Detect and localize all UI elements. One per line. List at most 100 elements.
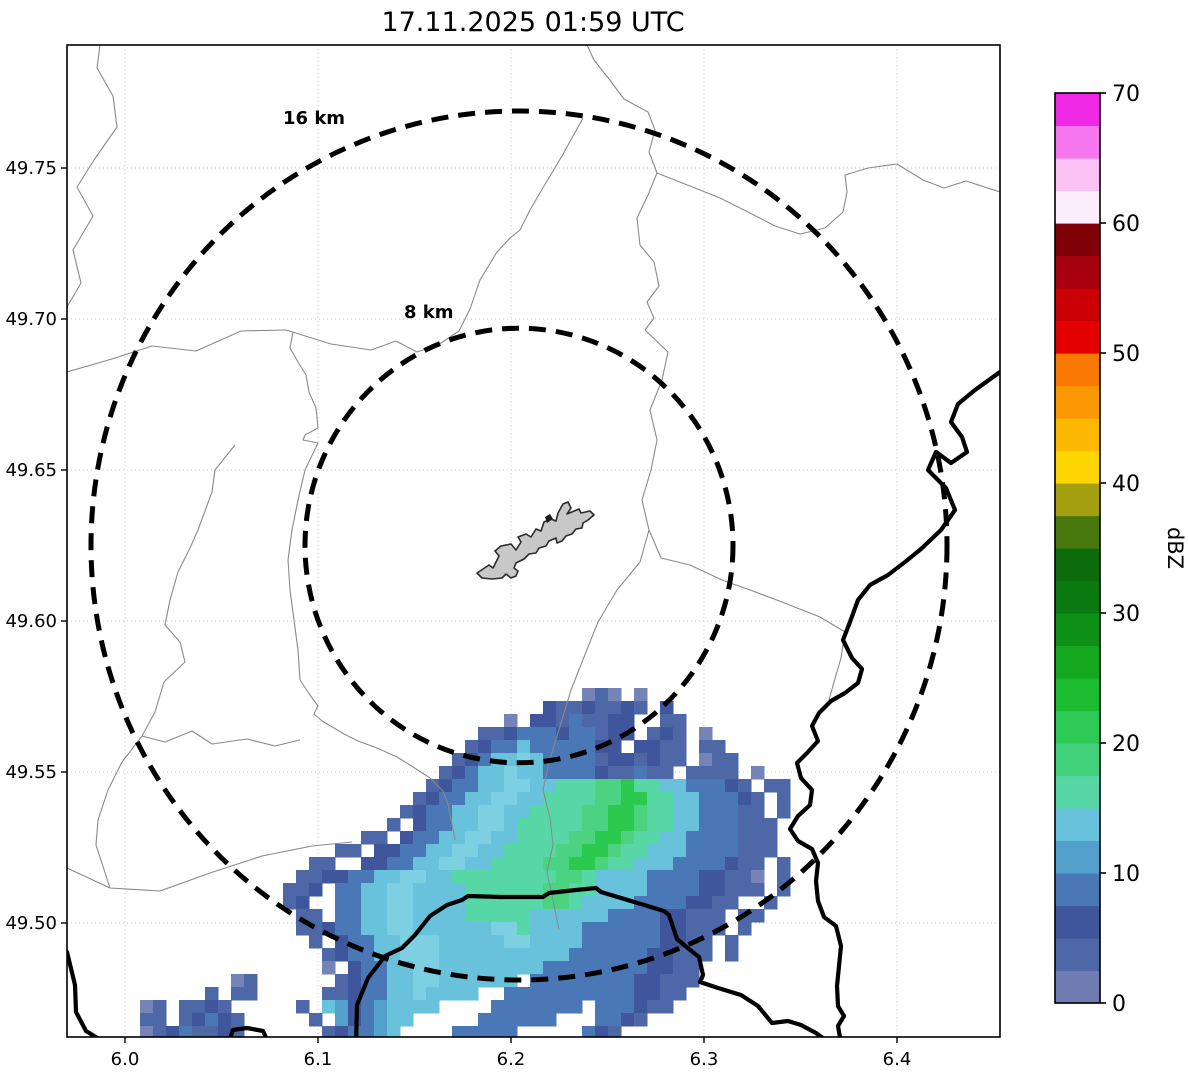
radar-cell (309, 909, 323, 923)
radar-cell (517, 779, 531, 793)
radar-cell (465, 961, 479, 975)
radar-cell (517, 844, 531, 858)
radar-cell (504, 935, 518, 949)
radar-cell (647, 727, 661, 741)
radar-cell (335, 974, 349, 988)
radar-cell (478, 779, 492, 793)
radar-cell (634, 779, 648, 793)
radar-cell (335, 1026, 349, 1037)
radar-cell (465, 779, 479, 793)
colorbar-segment (1055, 125, 1100, 159)
radar-cell (556, 766, 570, 780)
radar-cell (582, 948, 596, 962)
radar-cell (738, 779, 752, 793)
radar-cell (647, 740, 661, 754)
radar-cell (400, 857, 414, 871)
radar-cell (673, 714, 687, 728)
colorbar-tick-label: 30 (1112, 602, 1140, 627)
radar-cell (413, 896, 427, 910)
radar-cell (504, 961, 518, 975)
radar-cell (413, 805, 427, 819)
radar-cell (725, 896, 739, 910)
radar-cell (647, 1000, 661, 1014)
radar-cell (556, 792, 570, 806)
radar-cell (543, 727, 557, 741)
radar-cell (361, 870, 375, 884)
radar-cell (387, 896, 401, 910)
radar-cell (478, 909, 492, 923)
radar-cell (244, 987, 258, 1001)
radar-cell (686, 922, 700, 936)
radar-cell (140, 1013, 154, 1027)
radar-cell (699, 857, 713, 871)
radar-cell (361, 896, 375, 910)
radar-cell (413, 987, 427, 1001)
radar-cell (218, 1013, 232, 1027)
radar-cell (569, 714, 583, 728)
radar-cell (751, 857, 765, 871)
radar-cell (530, 870, 544, 884)
radar-cell (478, 883, 492, 897)
radar-cell (647, 766, 661, 780)
radar-cell (738, 922, 752, 936)
radar-cell (556, 727, 570, 741)
radar-cell (595, 701, 609, 715)
radar-cell (517, 909, 531, 923)
radar-cell (452, 818, 466, 832)
colorbar-segment (1055, 970, 1100, 1004)
radar-cell (491, 961, 505, 975)
radar-cell (348, 844, 362, 858)
colorbar-segment (1055, 710, 1100, 744)
radar-cell (699, 753, 713, 767)
radar-cell (504, 844, 518, 858)
radar-cell (634, 883, 648, 897)
radar-cell (322, 1000, 336, 1014)
radar-cell (504, 792, 518, 806)
radar-cell (634, 818, 648, 832)
radar-cell (322, 987, 336, 1001)
radar-cell (647, 753, 661, 767)
y-tick-label: 49.55 (5, 762, 57, 783)
radar-cell (348, 974, 362, 988)
radar-cell (556, 779, 570, 793)
radar-cell (543, 701, 557, 715)
radar-cell (439, 909, 453, 923)
radar-cell (452, 922, 466, 936)
radar-cell (426, 974, 440, 988)
colorbar-segment (1055, 840, 1100, 874)
radar-cell (621, 909, 635, 923)
radar-cell (426, 857, 440, 871)
radar-cell (478, 818, 492, 832)
radar-cell (452, 909, 466, 923)
admin-boundary-line (95, 735, 143, 889)
radar-cell (504, 818, 518, 832)
country-border-line (697, 979, 826, 1037)
radar-cell (348, 870, 362, 884)
radar-cell (556, 909, 570, 923)
radar-cell (517, 805, 531, 819)
radar-cell (647, 870, 661, 884)
radar-cell (582, 714, 596, 728)
radar-cell (595, 766, 609, 780)
radar-cell (413, 948, 427, 962)
radar-cell (647, 987, 661, 1001)
radar-cell (582, 987, 596, 1001)
radar-cell (296, 1000, 310, 1014)
radar-cell (296, 870, 310, 884)
radar-cell (517, 896, 531, 910)
radar-cell (673, 896, 687, 910)
radar-cell (205, 1026, 219, 1037)
radar-cell (348, 909, 362, 923)
radar-cell (543, 740, 557, 754)
radar-cell (205, 987, 219, 1001)
radar-cell (179, 1013, 193, 1027)
radar-cell (660, 766, 674, 780)
radar-cell (140, 1026, 154, 1037)
radar-cell (465, 766, 479, 780)
radar-cell (374, 831, 388, 845)
radar-cell (764, 818, 778, 832)
radar-cell (673, 753, 687, 767)
radar-cell (400, 1013, 414, 1027)
radar-cell (699, 727, 713, 741)
radar-cell (712, 753, 726, 767)
